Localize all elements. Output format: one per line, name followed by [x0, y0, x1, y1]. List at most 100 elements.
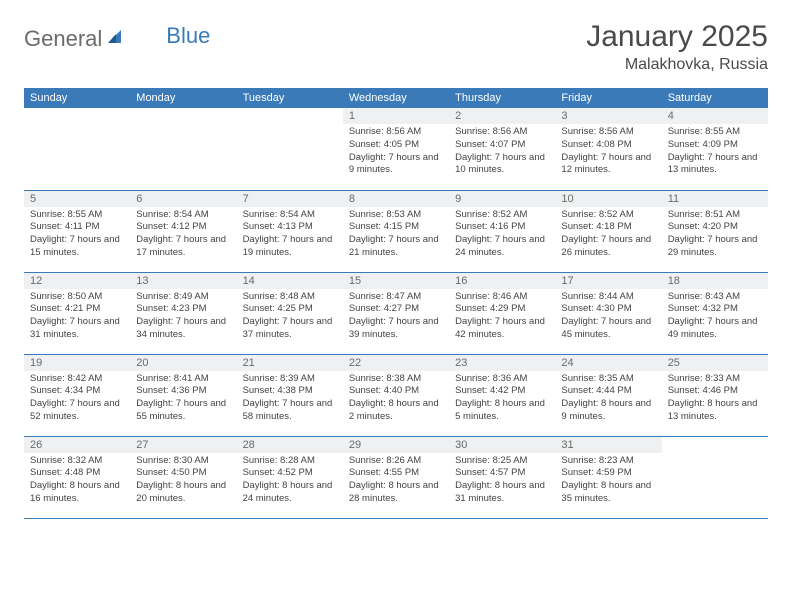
day-header: Monday — [130, 88, 236, 108]
day-detail: Sunrise: 8:52 AM Sunset: 4:16 PM Dayligh… — [449, 207, 555, 264]
day-cell: 24Sunrise: 8:35 AM Sunset: 4:44 PM Dayli… — [555, 354, 661, 436]
day-number: 14 — [237, 273, 343, 289]
day-cell: 21Sunrise: 8:39 AM Sunset: 4:38 PM Dayli… — [237, 354, 343, 436]
day-detail: Sunrise: 8:51 AM Sunset: 4:20 PM Dayligh… — [662, 207, 768, 264]
day-number: 2 — [449, 108, 555, 124]
day-cell: 28Sunrise: 8:28 AM Sunset: 4:52 PM Dayli… — [237, 436, 343, 518]
day-detail: Sunrise: 8:41 AM Sunset: 4:36 PM Dayligh… — [130, 371, 236, 428]
week-row: 5Sunrise: 8:55 AM Sunset: 4:11 PM Daylig… — [24, 190, 768, 272]
location-label: Malakhovka, Russia — [586, 56, 768, 74]
day-number: 18 — [662, 273, 768, 289]
day-detail: Sunrise: 8:42 AM Sunset: 4:34 PM Dayligh… — [24, 371, 130, 428]
day-number: 31 — [555, 437, 661, 453]
logo: General Blue — [24, 26, 210, 52]
day-number: 23 — [449, 355, 555, 371]
day-detail: Sunrise: 8:46 AM Sunset: 4:29 PM Dayligh… — [449, 289, 555, 346]
day-cell: 19Sunrise: 8:42 AM Sunset: 4:34 PM Dayli… — [24, 354, 130, 436]
day-cell: 25Sunrise: 8:33 AM Sunset: 4:46 PM Dayli… — [662, 354, 768, 436]
day-detail: Sunrise: 8:47 AM Sunset: 4:27 PM Dayligh… — [343, 289, 449, 346]
day-detail: Sunrise: 8:55 AM Sunset: 4:11 PM Dayligh… — [24, 207, 130, 264]
day-number: 4 — [662, 108, 768, 124]
day-detail: Sunrise: 8:56 AM Sunset: 4:05 PM Dayligh… — [343, 124, 449, 181]
day-number: 12 — [24, 273, 130, 289]
day-detail: Sunrise: 8:49 AM Sunset: 4:23 PM Dayligh… — [130, 289, 236, 346]
month-title: January 2025 — [586, 20, 768, 54]
day-number: 16 — [449, 273, 555, 289]
day-cell: 7Sunrise: 8:54 AM Sunset: 4:13 PM Daylig… — [237, 190, 343, 272]
day-number: 27 — [130, 437, 236, 453]
day-detail: Sunrise: 8:32 AM Sunset: 4:48 PM Dayligh… — [24, 453, 130, 510]
day-cell: 22Sunrise: 8:38 AM Sunset: 4:40 PM Dayli… — [343, 354, 449, 436]
day-detail: Sunrise: 8:53 AM Sunset: 4:15 PM Dayligh… — [343, 207, 449, 264]
day-detail: Sunrise: 8:56 AM Sunset: 4:07 PM Dayligh… — [449, 124, 555, 181]
day-cell: 17Sunrise: 8:44 AM Sunset: 4:30 PM Dayli… — [555, 272, 661, 354]
day-detail: Sunrise: 8:39 AM Sunset: 4:38 PM Dayligh… — [237, 371, 343, 428]
day-number: 25 — [662, 355, 768, 371]
day-number: 13 — [130, 273, 236, 289]
day-header: Tuesday — [237, 88, 343, 108]
day-cell: 1Sunrise: 8:56 AM Sunset: 4:05 PM Daylig… — [343, 108, 449, 190]
day-header: Friday — [555, 88, 661, 108]
day-cell — [130, 108, 236, 190]
day-number: 9 — [449, 191, 555, 207]
day-detail — [662, 441, 768, 447]
day-number: 7 — [237, 191, 343, 207]
day-detail: Sunrise: 8:43 AM Sunset: 4:32 PM Dayligh… — [662, 289, 768, 346]
day-detail: Sunrise: 8:36 AM Sunset: 4:42 PM Dayligh… — [449, 371, 555, 428]
day-detail: Sunrise: 8:44 AM Sunset: 4:30 PM Dayligh… — [555, 289, 661, 346]
day-detail — [130, 112, 236, 118]
day-cell: 9Sunrise: 8:52 AM Sunset: 4:16 PM Daylig… — [449, 190, 555, 272]
week-row: 12Sunrise: 8:50 AM Sunset: 4:21 PM Dayli… — [24, 272, 768, 354]
day-cell: 5Sunrise: 8:55 AM Sunset: 4:11 PM Daylig… — [24, 190, 130, 272]
day-detail: Sunrise: 8:54 AM Sunset: 4:13 PM Dayligh… — [237, 207, 343, 264]
day-cell: 11Sunrise: 8:51 AM Sunset: 4:20 PM Dayli… — [662, 190, 768, 272]
day-detail: Sunrise: 8:55 AM Sunset: 4:09 PM Dayligh… — [662, 124, 768, 181]
day-detail: Sunrise: 8:52 AM Sunset: 4:18 PM Dayligh… — [555, 207, 661, 264]
title-block: January 2025 Malakhovka, Russia — [586, 20, 768, 74]
day-cell: 6Sunrise: 8:54 AM Sunset: 4:12 PM Daylig… — [130, 190, 236, 272]
week-row: 1Sunrise: 8:56 AM Sunset: 4:05 PM Daylig… — [24, 108, 768, 190]
day-number: 15 — [343, 273, 449, 289]
day-cell: 3Sunrise: 8:56 AM Sunset: 4:08 PM Daylig… — [555, 108, 661, 190]
logo-text-blue: Blue — [166, 23, 210, 49]
day-cell — [662, 436, 768, 518]
day-header: Wednesday — [343, 88, 449, 108]
day-cell: 13Sunrise: 8:49 AM Sunset: 4:23 PM Dayli… — [130, 272, 236, 354]
calendar-table: Sunday Monday Tuesday Wednesday Thursday… — [24, 88, 768, 519]
day-header: Sunday — [24, 88, 130, 108]
day-detail: Sunrise: 8:35 AM Sunset: 4:44 PM Dayligh… — [555, 371, 661, 428]
day-detail: Sunrise: 8:26 AM Sunset: 4:55 PM Dayligh… — [343, 453, 449, 510]
day-number: 6 — [130, 191, 236, 207]
day-detail: Sunrise: 8:25 AM Sunset: 4:57 PM Dayligh… — [449, 453, 555, 510]
day-detail: Sunrise: 8:23 AM Sunset: 4:59 PM Dayligh… — [555, 453, 661, 510]
header: General Blue January 2025 Malakhovka, Ru… — [24, 20, 768, 74]
day-detail: Sunrise: 8:48 AM Sunset: 4:25 PM Dayligh… — [237, 289, 343, 346]
day-cell: 16Sunrise: 8:46 AM Sunset: 4:29 PM Dayli… — [449, 272, 555, 354]
day-number: 11 — [662, 191, 768, 207]
day-number: 17 — [555, 273, 661, 289]
day-number: 22 — [343, 355, 449, 371]
logo-text-general: General — [24, 26, 102, 52]
day-cell: 29Sunrise: 8:26 AM Sunset: 4:55 PM Dayli… — [343, 436, 449, 518]
day-detail: Sunrise: 8:33 AM Sunset: 4:46 PM Dayligh… — [662, 371, 768, 428]
day-number: 30 — [449, 437, 555, 453]
day-number: 26 — [24, 437, 130, 453]
day-number: 10 — [555, 191, 661, 207]
day-cell: 23Sunrise: 8:36 AM Sunset: 4:42 PM Dayli… — [449, 354, 555, 436]
day-number: 20 — [130, 355, 236, 371]
day-header: Thursday — [449, 88, 555, 108]
day-detail — [24, 112, 130, 118]
day-number: 28 — [237, 437, 343, 453]
week-row: 19Sunrise: 8:42 AM Sunset: 4:34 PM Dayli… — [24, 354, 768, 436]
day-detail: Sunrise: 8:28 AM Sunset: 4:52 PM Dayligh… — [237, 453, 343, 510]
day-cell: 18Sunrise: 8:43 AM Sunset: 4:32 PM Dayli… — [662, 272, 768, 354]
day-cell: 26Sunrise: 8:32 AM Sunset: 4:48 PM Dayli… — [24, 436, 130, 518]
day-cell: 14Sunrise: 8:48 AM Sunset: 4:25 PM Dayli… — [237, 272, 343, 354]
day-cell: 2Sunrise: 8:56 AM Sunset: 4:07 PM Daylig… — [449, 108, 555, 190]
day-detail: Sunrise: 8:38 AM Sunset: 4:40 PM Dayligh… — [343, 371, 449, 428]
day-detail: Sunrise: 8:54 AM Sunset: 4:12 PM Dayligh… — [130, 207, 236, 264]
day-number: 3 — [555, 108, 661, 124]
day-cell: 12Sunrise: 8:50 AM Sunset: 4:21 PM Dayli… — [24, 272, 130, 354]
day-cell: 10Sunrise: 8:52 AM Sunset: 4:18 PM Dayli… — [555, 190, 661, 272]
day-cell: 15Sunrise: 8:47 AM Sunset: 4:27 PM Dayli… — [343, 272, 449, 354]
